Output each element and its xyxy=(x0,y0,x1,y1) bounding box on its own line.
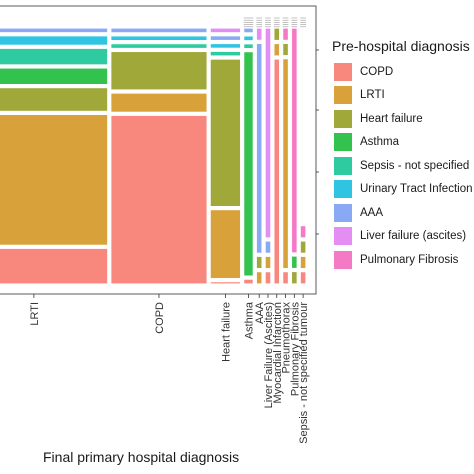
legend-swatch xyxy=(334,133,352,152)
mosaic-tile xyxy=(209,209,242,280)
mosaic-tile xyxy=(282,58,290,270)
legend-item: Pulmonary Fibrosis xyxy=(332,248,474,272)
legend-label: Heart failure xyxy=(360,112,423,125)
x-tick-label: Liver Failure (Ascites) xyxy=(263,302,275,408)
legend-swatch xyxy=(334,180,352,199)
mosaic-tile xyxy=(209,27,242,34)
legend-label: Liver failure (ascites) xyxy=(360,230,467,243)
mosaic-tile xyxy=(273,27,281,42)
legend-item: Asthma xyxy=(332,131,474,155)
mosaic-tile xyxy=(110,114,208,285)
legend-swatch xyxy=(334,109,352,128)
x-tick-label: Asthma xyxy=(243,301,255,339)
mosaic-tile xyxy=(299,255,307,270)
mosaic-tile xyxy=(255,255,263,270)
mosaic-tile xyxy=(282,271,290,285)
legend-label: Sepsis - not specified xyxy=(360,159,470,172)
mosaic-tile xyxy=(209,281,242,285)
mosaic-tile xyxy=(0,113,109,246)
legend-swatch xyxy=(334,156,352,175)
mosaic-tile xyxy=(110,27,208,34)
legend-item: Heart failure xyxy=(332,107,474,131)
legend-swatch xyxy=(334,203,352,222)
mosaic-tile xyxy=(0,86,109,112)
mosaic-tile xyxy=(110,50,208,91)
legend: Pre-hospital diagnosis COPD LRTI Heart fai… xyxy=(332,38,474,272)
legend-items: COPD LRTI Heart failure Asthma Sepsis - not … xyxy=(332,60,474,272)
legend-label: COPD xyxy=(360,65,394,78)
mosaic-tile xyxy=(110,92,208,113)
mosaic-tile xyxy=(299,225,307,239)
legend-item: AAA xyxy=(332,201,474,225)
mosaic-tile xyxy=(299,240,307,254)
mosaic-tile xyxy=(243,27,254,34)
x-tick-label: Myocardial Infarction xyxy=(272,302,284,404)
legend-item: COPD xyxy=(332,60,474,84)
mosaic-tile xyxy=(243,51,254,277)
legend-item: Liver failure (ascites) xyxy=(332,225,474,249)
mosaic-tile xyxy=(282,27,290,41)
legend-swatch xyxy=(334,62,352,81)
mosaic-tile xyxy=(0,35,109,46)
mosaic-tile xyxy=(290,270,298,285)
legend-label: Pulmonary Fibrosis xyxy=(360,253,459,266)
mosaic-tile xyxy=(299,271,307,285)
legend-label: AAA xyxy=(360,206,384,219)
mosaic-tile xyxy=(0,247,109,285)
mosaic-tiles xyxy=(0,17,307,285)
x-axis-title: Final primary hospital diagnosis xyxy=(43,449,240,465)
x-tick-label: Heart failure xyxy=(220,302,232,362)
mosaic-tile xyxy=(255,42,263,254)
y-axis-ticks xyxy=(316,49,319,235)
mosaic-tile xyxy=(282,42,290,57)
mosaic-tile xyxy=(0,67,109,86)
mosaic-tile xyxy=(110,35,208,42)
mosaic-tile xyxy=(255,27,263,41)
mosaic-tile xyxy=(209,35,242,42)
mosaic-tile xyxy=(264,255,272,270)
mosaic-tile xyxy=(209,42,242,49)
mosaic-tile xyxy=(273,42,281,57)
mosaic-tile xyxy=(273,58,281,285)
mosaic-tile xyxy=(243,35,254,42)
x-tick-label: LRTI xyxy=(29,302,41,326)
mosaic-tile xyxy=(110,43,208,50)
legend-item: Sepsis - not specified xyxy=(332,154,474,178)
mosaic-tile xyxy=(264,271,272,285)
mosaic-tile xyxy=(209,58,242,208)
legend-label: Urinary Tract Infection xyxy=(360,183,473,196)
mosaic-tile xyxy=(290,255,298,270)
legend-swatch xyxy=(334,227,352,246)
x-tick-label: AAA xyxy=(254,301,266,324)
legend-swatch xyxy=(334,250,352,269)
mosaic-tile xyxy=(243,278,254,285)
mosaic-tile xyxy=(0,27,109,34)
x-tick-label: Pneumothorax xyxy=(281,302,293,374)
legend-label: LRTI xyxy=(360,89,385,102)
mosaic-tile xyxy=(209,50,242,57)
legend-item: Urinary Tract Infection xyxy=(332,178,474,202)
mosaic-tile xyxy=(243,43,254,50)
x-tick-label: COPD xyxy=(154,302,166,334)
x-tick-label: Sepsis - not specified tumour xyxy=(298,302,310,444)
x-tick-label: Pulmonary Fibrosis xyxy=(289,302,301,397)
legend-swatch xyxy=(334,86,352,105)
mosaic-tile xyxy=(255,271,263,285)
mosaic-tile xyxy=(264,240,272,254)
legend-title: Pre-hospital diagnosis xyxy=(332,38,470,54)
legend-item: LRTI xyxy=(332,84,474,108)
legend-label: Asthma xyxy=(360,136,399,149)
mosaic-tile xyxy=(0,47,109,66)
mosaic-tile xyxy=(290,27,298,254)
mosaic-tile xyxy=(264,27,272,239)
